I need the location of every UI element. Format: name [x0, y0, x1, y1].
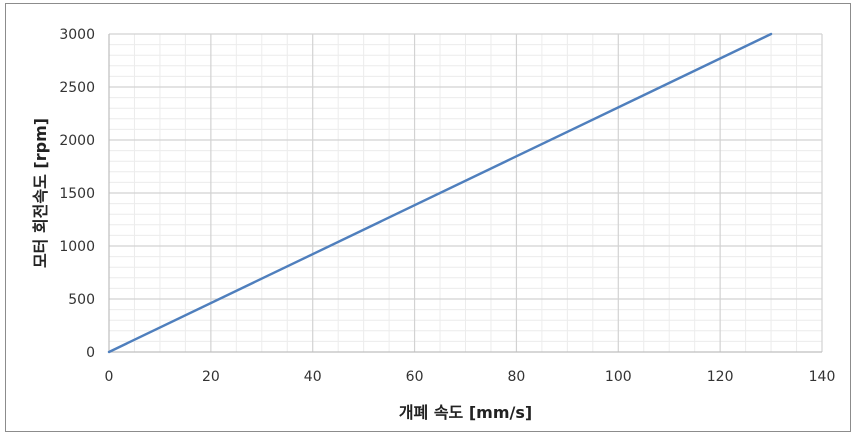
x-tick-label: 80: [508, 369, 526, 385]
x-tick-label: 20: [202, 369, 220, 385]
x-axis-title: 개폐 속도 [mm/s]: [399, 403, 532, 422]
y-tick-label: 2000: [59, 133, 95, 149]
x-tick-label: 40: [304, 369, 322, 385]
series-group: [107, 32, 773, 354]
x-tick-label: 140: [809, 369, 836, 385]
y-axis-title: 모터 회전속도 [rpm]: [31, 118, 50, 268]
y-tick-label: 0: [86, 345, 95, 361]
axes: [108, 34, 822, 353]
x-tick-label: 0: [105, 369, 114, 385]
x-tick-label: 120: [707, 369, 734, 385]
y-tick-label: 3000: [59, 27, 95, 43]
y-tick-label: 1500: [59, 186, 95, 202]
major-grid: [109, 33, 823, 352]
y-tick-labels: 0 500 1000 1500 2000 2500 3000: [59, 27, 95, 361]
y-tick-label: 2500: [59, 80, 95, 96]
chart-frame: [5, 3, 851, 432]
x-tick-label: 60: [406, 369, 424, 385]
y-tick-label: 1000: [59, 239, 95, 255]
y-tick-label: 500: [68, 292, 95, 308]
x-tick-label: 100: [605, 369, 632, 385]
series-line: [107, 32, 773, 354]
x-tick-labels: 0 20 40 60 80 100 120 140: [105, 369, 836, 385]
